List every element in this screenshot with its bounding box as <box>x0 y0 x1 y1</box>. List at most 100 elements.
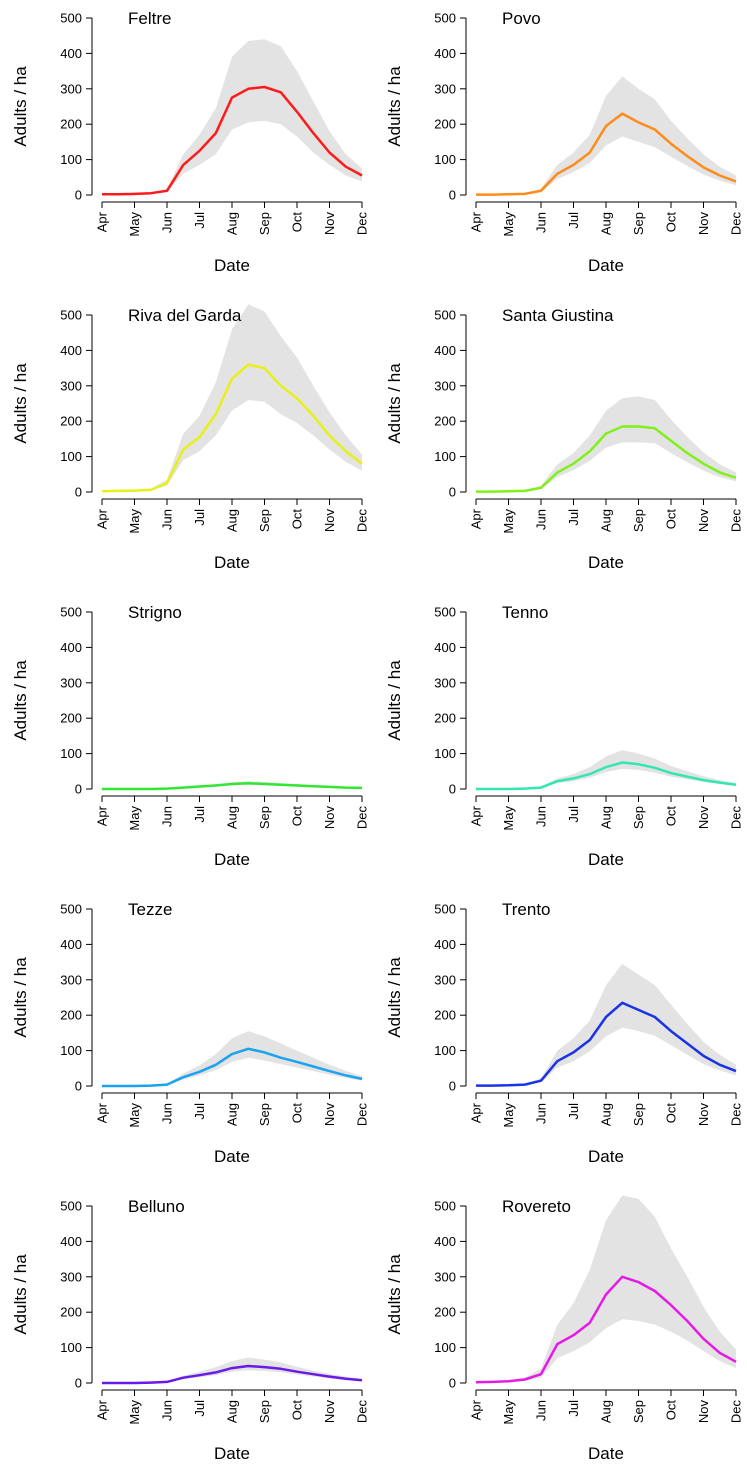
x-tick-label: Jul <box>192 1400 207 1417</box>
x-tick-label: Jul <box>192 806 207 823</box>
y-tick-label: 300 <box>434 1269 456 1284</box>
y-tick-label: 200 <box>434 414 456 429</box>
panel-title: Rovereto <box>502 1197 571 1216</box>
x-tick-label: Oct <box>290 1400 305 1421</box>
mean-line <box>476 1001 737 1087</box>
mean-line <box>102 1047 363 1088</box>
x-tick-label: Sep <box>631 509 646 532</box>
x-tick-label: Aug <box>225 1400 240 1423</box>
y-tick-label: 500 <box>434 605 456 620</box>
panel-title: Santa Giustina <box>502 306 614 325</box>
y-tick-label: 100 <box>434 746 456 761</box>
x-tick-label: Jun <box>160 1103 175 1124</box>
mean-line <box>101 363 363 493</box>
y-tick-label: 100 <box>60 449 82 464</box>
y-tick-label: 100 <box>60 1340 82 1355</box>
y-tick-label: 300 <box>60 1269 82 1284</box>
x-tick-label: Jul <box>192 212 207 229</box>
y-tick-label: 0 <box>75 485 82 500</box>
y-tick-label: 500 <box>434 1199 456 1214</box>
x-tick-label: Apr <box>469 211 484 232</box>
y-tick-label: 300 <box>434 81 456 96</box>
y-tick-label: 0 <box>75 1079 82 1094</box>
mean-line <box>476 761 737 791</box>
x-axis-title: Date <box>588 1444 624 1463</box>
y-axis-title: Adults / ha <box>385 957 404 1038</box>
x-tick-label: Dec <box>729 806 744 830</box>
panel-tenno: 0 100 200 300 400 500 Apr May Jun Jul Aug Sep Oct Nov… <box>385 603 744 869</box>
panel-title: Trento <box>502 900 551 919</box>
x-tick-label: Oct <box>664 509 679 530</box>
x-tick-label: Aug <box>599 806 614 829</box>
y-tick-label: 500 <box>434 902 456 917</box>
x-tick-label: Dec <box>355 1400 370 1424</box>
y-axis-title: Adults / ha <box>11 1254 30 1335</box>
y-tick-label: 400 <box>60 640 82 655</box>
y-axis-title: Adults / ha <box>11 363 30 444</box>
y-tick-label: 400 <box>60 937 82 952</box>
uncertainty-band <box>102 1357 362 1383</box>
x-tick-label: Sep <box>257 1103 272 1126</box>
x-axis-title: Date <box>588 256 624 275</box>
uncertainty-band <box>476 750 736 789</box>
y-tick-label: 500 <box>434 11 456 26</box>
y-tick-label: 100 <box>434 1340 456 1355</box>
x-tick-label: Oct <box>290 806 305 827</box>
uncertainty-band <box>102 304 362 492</box>
x-tick-label: Dec <box>729 212 744 236</box>
x-tick-label: Aug <box>599 509 614 532</box>
x-tick-label: Apr <box>95 805 110 826</box>
y-tick-label: 500 <box>60 902 82 917</box>
x-tick-label: Jun <box>534 806 549 827</box>
x-tick-label: Aug <box>599 212 614 235</box>
y-tick-label: 200 <box>60 711 82 726</box>
x-tick-label: Jul <box>566 509 581 526</box>
y-tick-label: 300 <box>60 81 82 96</box>
x-axis-title: Date <box>588 1147 624 1166</box>
x-tick-label: Nov <box>322 212 337 236</box>
x-axis-title: Date <box>214 1147 250 1166</box>
panel-strigno: 0 100 200 300 400 500 Apr May Jun Jul Aug Sep Oct Nov… <box>11 603 370 869</box>
x-tick-label: Oct <box>664 1103 679 1124</box>
x-tick-label: Aug <box>599 1103 614 1126</box>
uncertainty-band <box>102 39 362 195</box>
y-tick-label: 100 <box>434 449 456 464</box>
y-axis-title: Adults / ha <box>11 66 30 147</box>
x-axis-title: Date <box>214 553 250 572</box>
y-tick-label: 400 <box>60 46 82 61</box>
y-tick-label: 100 <box>434 152 456 167</box>
x-tick-label: Aug <box>225 212 240 235</box>
x-axis-title: Date <box>214 1444 250 1463</box>
y-tick-label: 0 <box>449 1079 456 1094</box>
x-tick-label: May <box>127 1400 142 1425</box>
y-tick-label: 500 <box>60 11 82 26</box>
x-tick-label: Dec <box>729 509 744 533</box>
mean-line <box>475 1275 737 1384</box>
y-tick-label: 300 <box>434 972 456 987</box>
x-tick-label: Oct <box>664 806 679 827</box>
x-tick-label: Jun <box>160 1400 175 1421</box>
x-tick-label: Jun <box>160 212 175 233</box>
uncertainty-band <box>476 1195 736 1383</box>
x-tick-label: Sep <box>631 1400 646 1423</box>
x-tick-label: Dec <box>355 509 370 533</box>
y-tick-label: 300 <box>434 378 456 393</box>
x-tick-label: Dec <box>355 806 370 830</box>
x-tick-label: Apr <box>95 1399 110 1420</box>
panel-belluno: 0 100 200 300 400 500 Apr May Jun Jul Aug Sep Oct Nov… <box>11 1197 370 1463</box>
mean-line <box>476 425 737 493</box>
x-tick-label: Nov <box>322 806 337 830</box>
x-tick-label: Jul <box>566 212 581 229</box>
mean-line <box>102 782 363 791</box>
y-tick-label: 300 <box>60 675 82 690</box>
mean-line <box>102 85 363 196</box>
y-tick-label: 0 <box>449 782 456 797</box>
x-tick-label: Oct <box>664 1400 679 1421</box>
x-tick-label: Nov <box>696 1400 711 1424</box>
y-tick-label: 500 <box>434 308 456 323</box>
panel-tezze: 0 100 200 300 400 500 Apr May Jun Jul Aug Sep Oct Nov… <box>11 900 370 1166</box>
panel-title: Povo <box>502 9 541 28</box>
x-tick-label: Sep <box>631 212 646 235</box>
x-tick-label: Jun <box>534 1400 549 1421</box>
x-tick-label: Apr <box>469 1399 484 1420</box>
